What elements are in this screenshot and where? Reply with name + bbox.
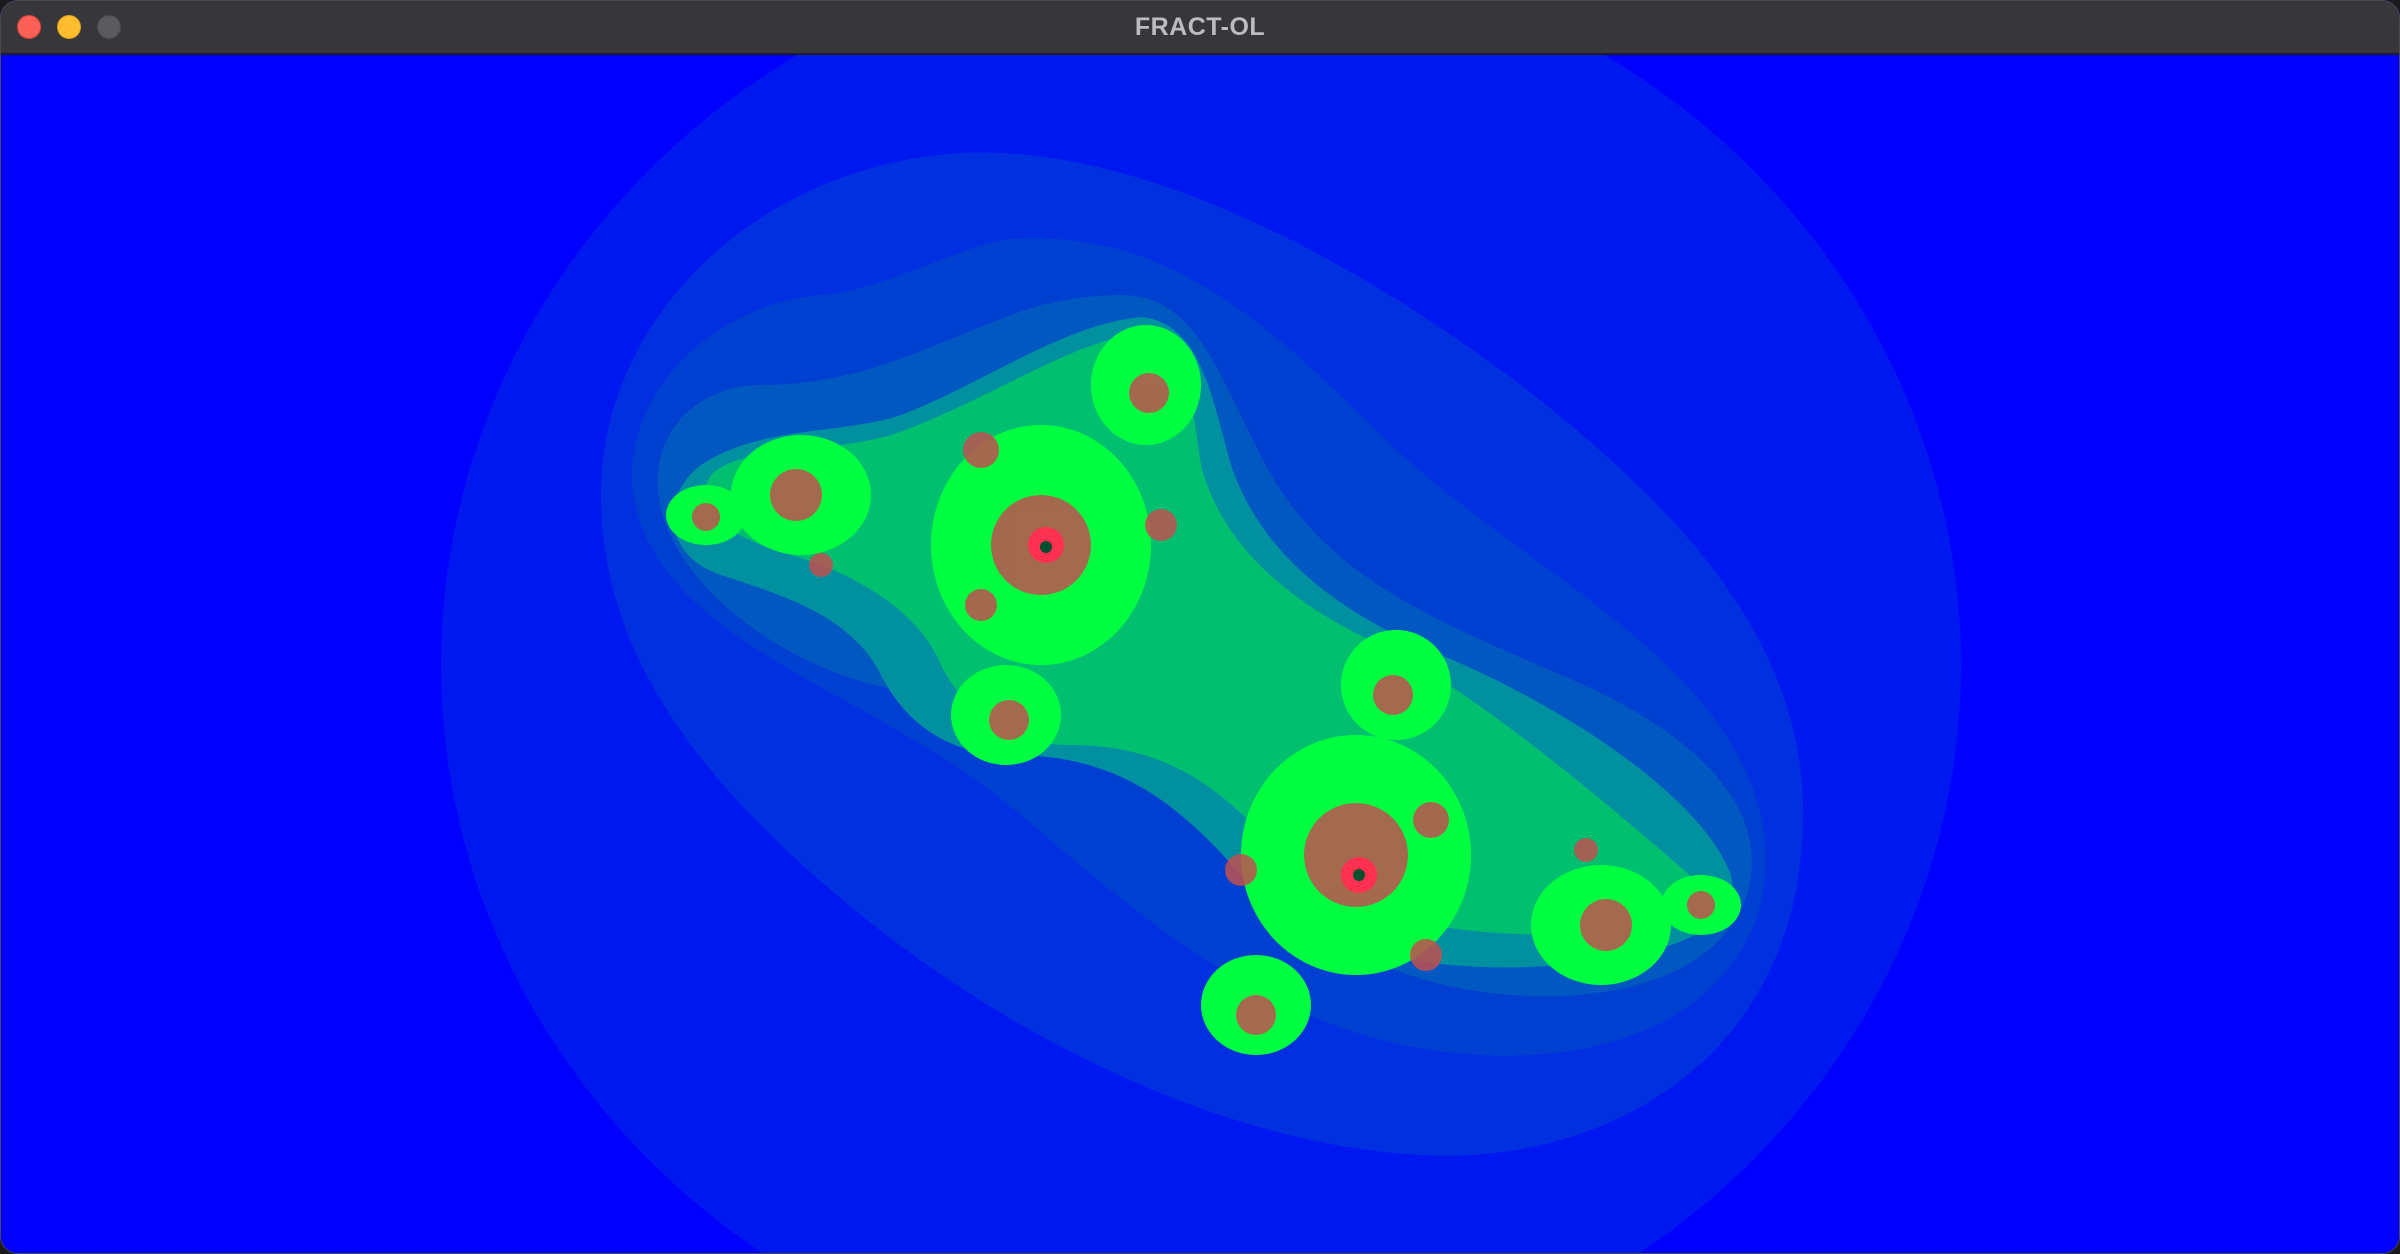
julia-centers xyxy=(1040,541,1365,881)
title-bar[interactable]: FRACT-OL xyxy=(1,1,2399,55)
fractal-canvas[interactable] xyxy=(1,55,2399,1253)
close-icon[interactable] xyxy=(17,15,41,39)
window-title: FRACT-OL xyxy=(1134,13,1266,41)
zoom-icon[interactable] xyxy=(97,15,121,39)
fractal-render xyxy=(1,55,2399,1253)
minimize-icon[interactable] xyxy=(57,15,81,39)
